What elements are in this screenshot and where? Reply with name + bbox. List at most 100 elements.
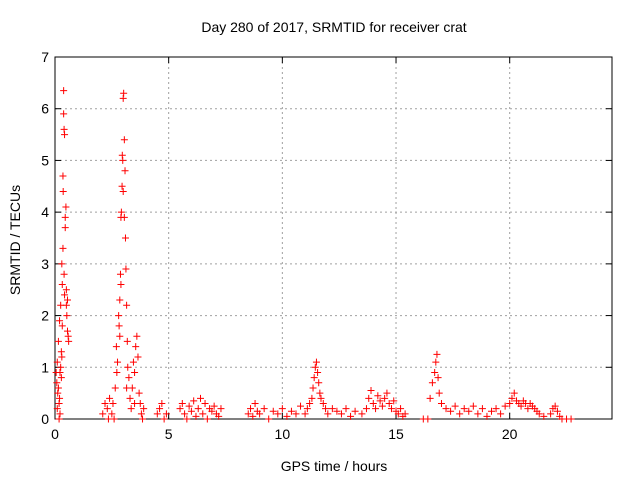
data-point [119, 187, 127, 195]
data-point [127, 405, 135, 413]
data-point [61, 291, 69, 299]
data-point [120, 136, 128, 144]
data-point [376, 397, 384, 405]
data-point [492, 405, 500, 413]
data-point [132, 343, 140, 351]
x-tick-label: 5 [165, 426, 173, 442]
data-point [60, 110, 68, 118]
data-point [297, 402, 305, 410]
data-point [215, 412, 223, 420]
data-point [131, 368, 139, 376]
data-point [424, 415, 432, 423]
data-point [185, 402, 193, 410]
data-point [115, 312, 123, 320]
data-point [328, 405, 336, 413]
data-point [194, 405, 202, 413]
data-point [478, 405, 486, 413]
y-tick-label: 1 [41, 359, 49, 375]
data-point [106, 394, 114, 402]
data-points [52, 87, 575, 423]
data-point [278, 405, 286, 413]
data-point [63, 312, 71, 320]
data-point [451, 402, 459, 410]
data-point [311, 363, 319, 371]
data-point [115, 322, 123, 330]
data-point [119, 156, 127, 164]
data-point [274, 410, 282, 418]
data-point [372, 405, 380, 413]
data-point [64, 296, 72, 304]
data-point [256, 410, 264, 418]
data-point [469, 402, 477, 410]
data-point [59, 172, 67, 180]
data-point [251, 399, 259, 407]
data-point [116, 296, 124, 304]
data-point [140, 405, 148, 413]
data-point [456, 410, 464, 418]
data-point [283, 412, 291, 420]
y-axis-label: SRMTID / TECUs [7, 185, 23, 295]
data-point [57, 374, 65, 382]
data-point [501, 402, 509, 410]
data-point [53, 379, 61, 387]
data-point [247, 405, 255, 413]
y-tick-label: 2 [41, 308, 49, 324]
data-point [59, 244, 67, 252]
data-point [316, 389, 324, 397]
y-tick-label: 3 [41, 256, 49, 272]
data-point [269, 407, 277, 415]
data-point [137, 410, 145, 418]
data-point [390, 397, 398, 405]
data-point [120, 89, 128, 97]
data-point [442, 405, 450, 413]
data-point [54, 384, 62, 392]
data-point [110, 415, 118, 423]
data-point [109, 399, 117, 407]
data-point [369, 399, 377, 407]
data-point [306, 399, 314, 407]
x-axis: 0 5 10 15 20 [51, 57, 518, 442]
data-point [120, 213, 128, 221]
data-point [217, 405, 225, 413]
data-point [181, 410, 189, 418]
data-point [510, 389, 518, 397]
data-point [160, 415, 168, 423]
y-tick-label: 4 [41, 204, 49, 220]
data-point [203, 415, 211, 423]
data-point [387, 405, 395, 413]
data-point [383, 389, 391, 397]
data-point [178, 399, 186, 407]
data-point [123, 301, 131, 309]
data-point [187, 407, 195, 415]
data-point [260, 405, 268, 413]
data-point [362, 405, 370, 413]
data-point [131, 399, 139, 407]
data-point [265, 415, 273, 423]
data-point [374, 392, 382, 400]
data-point [497, 410, 505, 418]
data-point [126, 394, 134, 402]
data-point [54, 389, 62, 397]
y-axis: 0 1 2 3 4 5 6 7 [41, 49, 612, 427]
data-point [62, 203, 70, 211]
data-point [56, 368, 64, 376]
data-point [113, 368, 121, 376]
chart-title: Day 280 of 2017, SRMTID for receiver cra… [201, 19, 466, 35]
data-point [317, 394, 325, 402]
data-point [116, 270, 124, 278]
x-tick-label: 20 [502, 426, 518, 442]
data-point [314, 368, 322, 376]
data-point [474, 410, 482, 418]
plot-frame [54, 56, 613, 420]
data-point [57, 363, 65, 371]
data-point [56, 317, 64, 325]
data-point [117, 281, 125, 289]
data-point [153, 410, 161, 418]
data-point [162, 410, 170, 418]
y-tick-label: 0 [41, 411, 49, 427]
data-point [139, 415, 147, 423]
data-point [64, 327, 72, 335]
data-point [249, 412, 257, 420]
data-point [60, 87, 68, 95]
